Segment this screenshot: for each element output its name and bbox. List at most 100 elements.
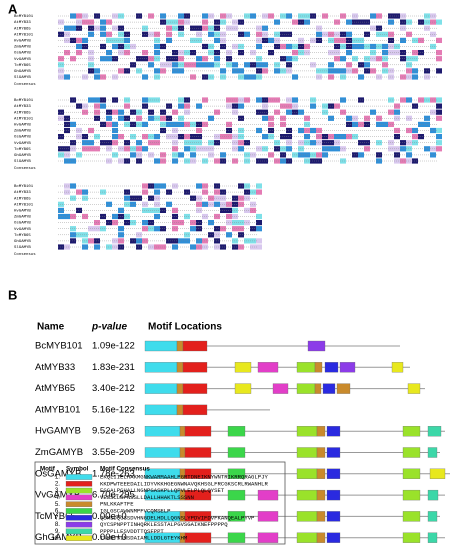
motif-id: 9. [55, 528, 60, 535]
sequence-name: ZmGAMYB [14, 46, 31, 50]
motif-box [257, 511, 279, 522]
motif-box [296, 426, 318, 437]
sequence-name: GhGAMYB [14, 153, 31, 158]
motif-box [227, 489, 246, 501]
sequence-name: AtMYB33 [14, 191, 31, 195]
motif-box [179, 426, 186, 437]
p-value: 6.70e-295 [92, 490, 135, 501]
alignment-cell [436, 140, 442, 146]
alignment-cell [436, 56, 442, 62]
motif-box [182, 404, 208, 416]
motif-box [316, 489, 326, 501]
motif-box [427, 489, 439, 501]
sequence-name: TcMYB65 [14, 148, 31, 152]
motif-id: 1. [55, 474, 60, 481]
motif-box [326, 468, 341, 479]
motif-id: 8. [55, 521, 60, 528]
p-value: 1.78e-263 [92, 468, 135, 479]
sequence-name: AtMYB65 [14, 111, 31, 115]
sequence-name: VvGAMYB [35, 490, 80, 501]
motif-consensus: PPPPLLESVDDTTQSFPPT [100, 528, 164, 535]
motif-box [427, 532, 438, 543]
motif-consensus: VESSCLSPNSSLLDALLHHAKTLSSSNN [100, 494, 194, 501]
motif-box [407, 383, 421, 394]
legend-header: Symbol [66, 466, 89, 473]
motif-box [402, 447, 421, 458]
alignment-cell [436, 19, 442, 25]
motif-symbol [65, 508, 93, 514]
motif-box [227, 426, 246, 437]
sequence-name: OsGAMYB [35, 468, 81, 479]
motif-box [184, 447, 212, 458]
motif-id: 6. [55, 508, 60, 515]
alignment-cell [436, 115, 442, 121]
alignment: BcMYB101 AtMYB33 AtMYB65 AtMYB101 HvGAMYB ZmG… [14, 13, 442, 257]
motif-symbol [65, 474, 93, 480]
sequence-name: AtMYB65 [14, 197, 31, 201]
legend-header: Motif Consensus [100, 466, 150, 473]
sequence-name: AtMYB101 [14, 33, 34, 37]
alignment-cell [436, 97, 442, 103]
alignment-cell [436, 68, 442, 74]
motif-diagram: Name p-value Motif Locations BcMYB101 1.09e-… [35, 322, 450, 543]
motif-box [427, 511, 438, 522]
motif-box [144, 362, 178, 373]
motif-box [257, 362, 279, 373]
motif-symbol [65, 501, 93, 507]
motif-box [144, 447, 181, 458]
alignment-cell [436, 109, 442, 115]
sequence-name: TcMYB65 [35, 511, 76, 522]
motif-box [316, 511, 326, 522]
motif-id: 3. [55, 487, 60, 494]
motif-box [227, 511, 246, 522]
alignment-cell [256, 244, 262, 250]
sequence-name: GhGAMYB [35, 532, 82, 543]
motif-symbol [65, 535, 93, 541]
motif-box [429, 468, 446, 479]
motif-box [402, 489, 421, 501]
sequence-name: HvGAMYB [14, 123, 31, 127]
sequence-name: AtMYB65 [14, 27, 31, 31]
motif-box [234, 362, 252, 373]
sequence-name: AtMYB33 [14, 105, 31, 109]
motif-box [307, 340, 326, 352]
sequence-name: OsGAMYB [14, 52, 31, 56]
motif-symbol [65, 528, 93, 535]
motif-consensus: PNLKKAFTFE [100, 501, 134, 508]
sequence-name: GhGAMYB [14, 239, 31, 244]
sequence-name: SlGAMYB [14, 75, 31, 80]
sequence-name: AtMYB65 [35, 383, 75, 394]
alignment-cell [436, 50, 442, 56]
sequence-name: ZmGAMYB [14, 130, 31, 134]
alignment-cell [436, 134, 442, 140]
alignment-cell [436, 127, 442, 134]
motif-box [176, 340, 184, 352]
motif-box [144, 340, 178, 352]
motif-id: 7. [55, 514, 60, 521]
motif-consensus: FGGALPGHALLNGNPGASKPLLQPVLELPLQLQYSET [100, 487, 225, 494]
alignment-cell [256, 213, 262, 220]
motif-box [402, 511, 421, 522]
motif-box [227, 532, 246, 543]
consensus-label: Consensus [14, 83, 36, 87]
motif-box [179, 447, 186, 458]
motif-box [314, 362, 323, 373]
motif-consensus: KKDPWTEEEDAILIDYVKKHGEGNWNAVQKHSGLFRCGKS… [100, 480, 268, 487]
motif-box [257, 532, 279, 543]
motif-box [296, 447, 318, 458]
p-value: 5.16e-122 [92, 404, 135, 415]
motif-box [316, 426, 326, 437]
motif-consensus: QSMSDQGSSDVHNGDELHDLLQGNSLYPDVIFDVFKANQE… [100, 514, 255, 521]
motif-id: 10. [51, 535, 60, 542]
motif-consensus: IGLGSCAWWNMPFVCQMSELP [100, 507, 171, 514]
sequence-name: AtMYB33 [14, 21, 31, 25]
sequence-name: BcMYB101 [14, 185, 34, 189]
motif-box [296, 489, 318, 501]
motif-box [176, 404, 184, 416]
motif-box [296, 511, 318, 522]
sequence-name: VvGAMYB [14, 142, 31, 146]
motif-id: 5. [55, 501, 60, 508]
column-header: Name [37, 322, 65, 333]
motif-box [326, 426, 341, 437]
